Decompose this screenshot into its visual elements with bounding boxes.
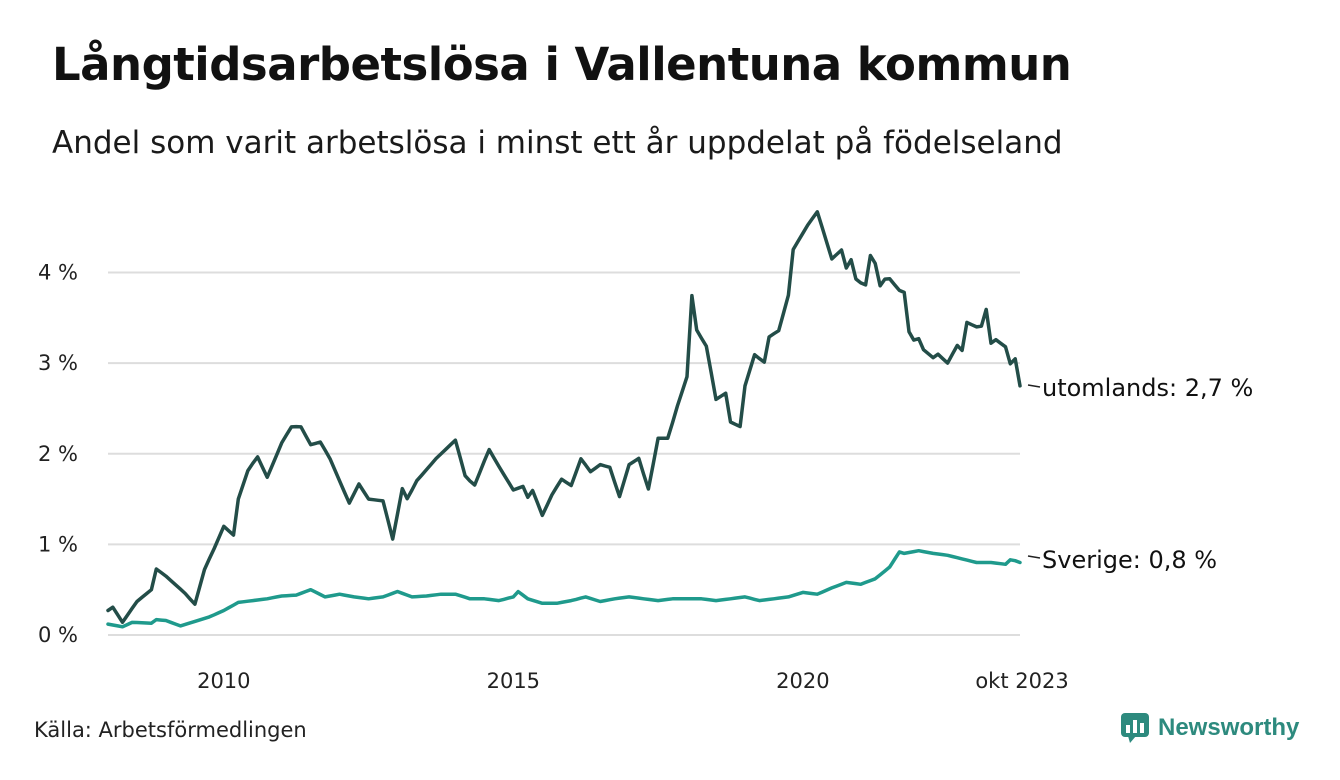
end-label-utomlands: utomlands: 2,7 % <box>1042 374 1253 402</box>
end-label-leader <box>1027 384 1041 388</box>
chart-title: Långtidsarbetslösa i Vallentuna kommun <box>52 38 1072 91</box>
y-tick-label: 2 % <box>38 442 78 466</box>
x-tick-label: 2020 <box>776 669 829 693</box>
newsworthy-logo-icon <box>1121 713 1149 743</box>
y-tick-label: 1 % <box>38 532 78 556</box>
x-tick-label: 2010 <box>197 669 250 693</box>
source-note: Källa: Arbetsförmedlingen <box>34 718 307 742</box>
x-tick-label: okt 2023 <box>975 669 1068 693</box>
brand-logo: Newsworthy <box>1120 712 1299 744</box>
series-line-sverige <box>106 548 1022 629</box>
chart-subtitle: Andel som varit arbetslösa i minst ett å… <box>52 125 1063 161</box>
end-label-sverige: Sverige: 0,8 % <box>1042 546 1217 574</box>
brand-name: Newsworthy <box>1158 714 1300 741</box>
x-tick-label: 2015 <box>487 669 540 693</box>
y-tick-label: 0 % <box>38 623 78 647</box>
series-line-utomlands <box>106 210 1022 625</box>
y-tick-label: 3 % <box>38 351 78 375</box>
y-tick-label: 4 % <box>38 261 78 285</box>
end-label-leader <box>1027 555 1041 559</box>
